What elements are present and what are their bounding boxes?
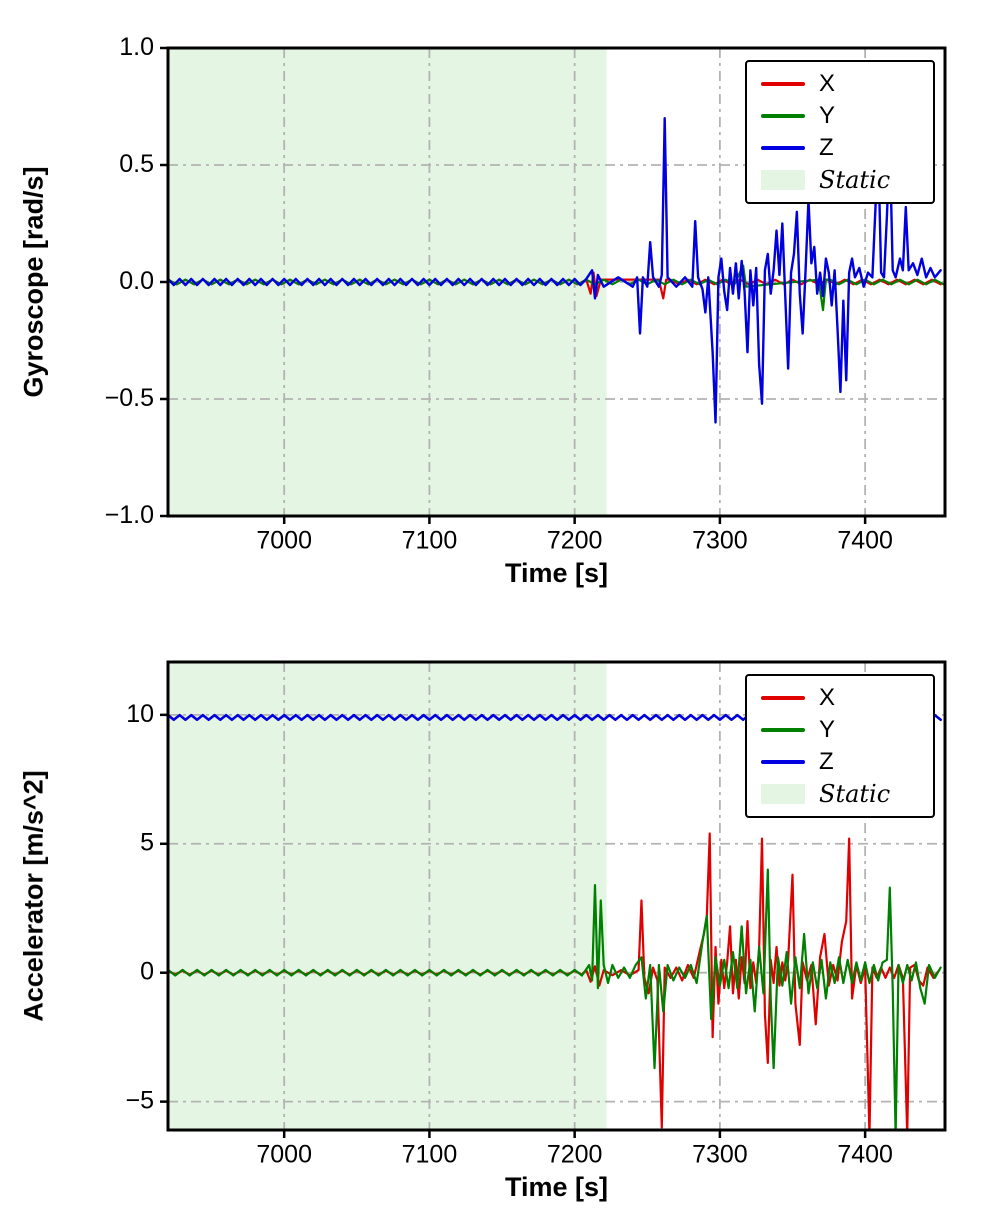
legend-label: Y <box>819 716 836 743</box>
legend-line-swatch <box>761 760 805 764</box>
legend-entry-x: X <box>761 685 919 711</box>
legend-entry-static: Static <box>761 166 919 194</box>
legend-entry-y: Y <box>761 103 919 129</box>
legend-label: X <box>819 70 836 97</box>
legend-label: Static <box>819 780 891 808</box>
legend-label: Z <box>819 748 834 775</box>
legend-entry-y: Y <box>761 717 919 743</box>
gyroscope-x-axis-label: Time [s] <box>504 558 609 588</box>
legend-patch-swatch <box>761 170 805 190</box>
gyroscope-y-axis-label: Gyroscope [rad/s] <box>18 166 49 398</box>
accelerator-y-axis-label: Accelerator [m/s^2] <box>18 770 49 1022</box>
legend-entry-z: Z <box>761 135 919 161</box>
legend-label: Y <box>819 102 836 129</box>
legend-label: Static <box>819 166 891 194</box>
gyroscope-chart: Gyroscope [rad/s] Time [s] X Y Z Static <box>0 0 992 614</box>
legend-line-swatch <box>761 728 805 732</box>
legend-entry-x: X <box>761 71 919 97</box>
legend-line-swatch <box>761 82 805 86</box>
legend-line-swatch <box>761 146 805 150</box>
legend-patch-swatch <box>761 784 805 804</box>
accelerator-legend: X Y Z Static <box>745 674 935 818</box>
gyroscope-legend: X Y Z Static <box>745 60 935 204</box>
legend-label: Z <box>819 134 834 161</box>
accelerator-x-axis-label: Time [s] <box>504 1172 609 1202</box>
legend-line-swatch <box>761 114 805 118</box>
legend-line-swatch <box>761 696 805 700</box>
accelerator-chart: Accelerator [m/s^2] Time [s] X Y Z Static <box>0 614 992 1228</box>
legend-entry-z: Z <box>761 749 919 775</box>
legend-label: X <box>819 684 836 711</box>
legend-entry-static: Static <box>761 780 919 808</box>
